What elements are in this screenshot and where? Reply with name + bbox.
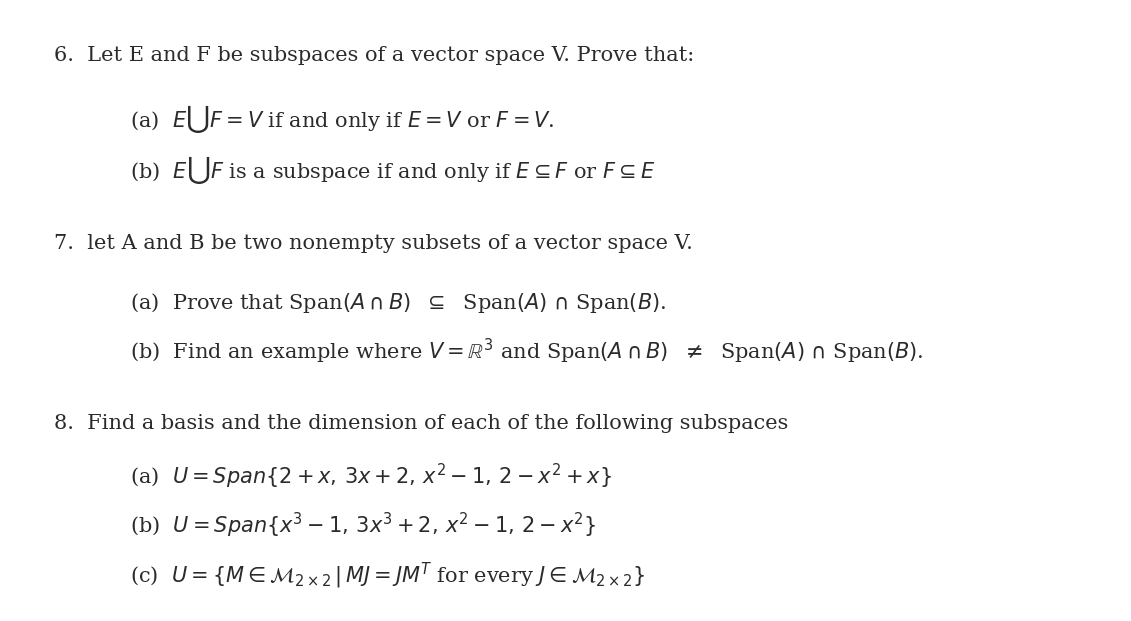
Text: (c)  $U = \{M \in \mathcal{M}_{2\times 2}\,|\,MJ = JM^T$ for every $J \in \mathc: (c) $U = \{M \in \mathcal{M}_{2\times 2}… bbox=[130, 561, 646, 591]
Text: (b)  $U = Span\{x^3 - 1,\, 3x^3 + 2,\, x^2 - 1,\, 2 - x^2\}$: (b) $U = Span\{x^3 - 1,\, 3x^3 + 2,\, x^… bbox=[130, 511, 596, 540]
Text: 6.  Let E and F be subspaces of a vector space V. Prove that:: 6. Let E and F be subspaces of a vector … bbox=[54, 46, 694, 65]
Text: (a)  $E\bigcup F = V$ if and only if $E = V$ or $F = V$.: (a) $E\bigcup F = V$ if and only if $E =… bbox=[130, 103, 554, 135]
Text: 8.  Find a basis and the dimension of each of the following subspaces: 8. Find a basis and the dimension of eac… bbox=[54, 414, 788, 433]
Text: (a)  Prove that Span$(A\cap B)$  $\subseteq$  Span$(A)$ $\cap$ Span$(B)$.: (a) Prove that Span$(A\cap B)$ $\subsete… bbox=[130, 291, 666, 315]
Text: (b)  $E\bigcup F$ is a subspace if and only if $E \subseteq F$ or $F \subseteq E: (b) $E\bigcup F$ is a subspace if and on… bbox=[130, 154, 655, 186]
Text: 7.  let A and B be two nonempty subsets of a vector space V.: 7. let A and B be two nonempty subsets o… bbox=[54, 233, 693, 253]
Text: (a)  $U = Span\{2 + x,\, 3x + 2,\, x^2 - 1,\, 2 - x^2 + x\}$: (a) $U = Span\{2 + x,\, 3x + 2,\, x^2 - … bbox=[130, 461, 612, 491]
Text: (b)  Find an example where $V = \mathbb{R}^3$ and Span$(A\cap B)$  $\neq$  Span$: (b) Find an example where $V = \mathbb{R… bbox=[130, 337, 924, 366]
